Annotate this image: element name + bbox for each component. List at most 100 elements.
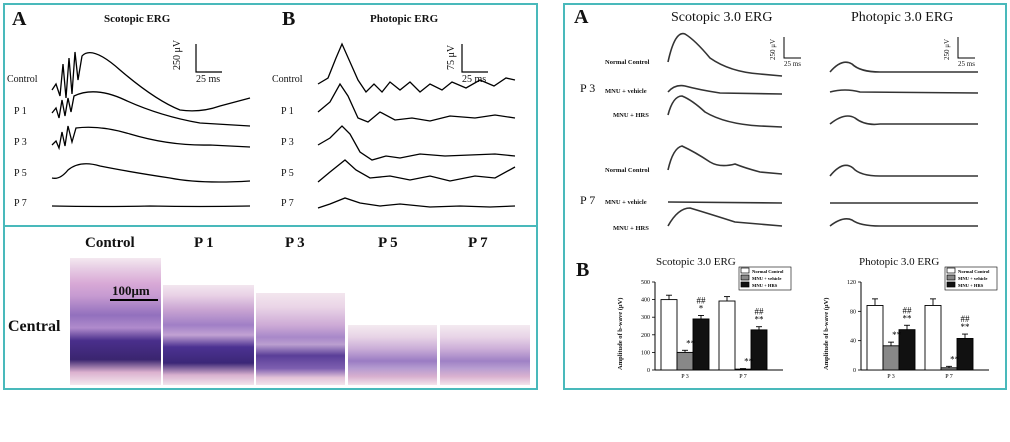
left-a-scale-t: 25 ms <box>196 74 221 85</box>
right-a-scale-t-2: 25 ms <box>958 60 975 68</box>
left-b-scale-bar <box>461 44 488 73</box>
chart2-legend-label: MNU + HRS <box>958 283 984 288</box>
chart2-bar <box>924 305 942 371</box>
group-label-p7: P 7 <box>580 193 596 207</box>
trace-scotopic-p7 <box>51 205 251 208</box>
rt-sco-p3-hrs <box>667 95 783 128</box>
chart2-significance: ** <box>903 313 913 323</box>
chart2-bar <box>956 338 974 371</box>
histo-col-p5: P 5 <box>378 235 398 251</box>
chart1-bar <box>660 299 678 371</box>
histo-scale-bar <box>110 299 158 301</box>
histo-col-control: Control <box>85 235 135 251</box>
trace-label-p3-hrs: MNU + HRS <box>613 112 649 119</box>
histo-image-p7 <box>440 325 530 385</box>
chart1-ylabel: Amplitude of b-wave (μV) <box>617 297 624 370</box>
chart2-bar <box>882 345 900 371</box>
chart2-legend-swatch <box>946 281 956 288</box>
chart1-significance: ** <box>686 338 696 348</box>
chart1-bar <box>718 300 736 371</box>
trace-photopic-control <box>317 42 516 94</box>
chart1-significance: * <box>699 303 704 313</box>
chart2-ytick-label: 80 <box>850 309 856 315</box>
trace-label-p7-control: Normal Control <box>605 167 650 174</box>
left-b-row-p5: P 5 <box>281 168 294 179</box>
chart2-legend-label: MNU + vehicle <box>958 276 987 281</box>
histo-image-p3 <box>256 293 345 385</box>
histo-image-p5 <box>348 325 437 385</box>
left-b-row-control: Control <box>272 74 303 85</box>
histo-col-p1: P 1 <box>194 235 214 251</box>
right-panel-b-letter: B <box>576 259 590 281</box>
chart2-legend-box <box>944 266 998 291</box>
chart1-legend-swatch <box>740 267 750 274</box>
chart1-ytick-label: 400 <box>641 298 650 304</box>
chart1-ytick-label: 200 <box>641 333 650 339</box>
left-figure-bottom-frame <box>3 225 538 390</box>
trace-label-p7-vehicle: MNU + vehicle <box>605 199 647 206</box>
trace-photopic-p7 <box>317 197 516 209</box>
trace-label-p7-hrs: MNU + HRS <box>613 225 649 232</box>
histo-image-p1 <box>163 285 254 385</box>
chart1-bar <box>750 329 768 371</box>
chart2-legend-swatch <box>946 274 956 281</box>
chart2-ylabel: Amplitude of b-wave (μV) <box>823 297 830 370</box>
right-figure-frame <box>563 3 1007 390</box>
right-panel-a-letter: A <box>574 6 589 28</box>
chart1-ytick-label: 0 <box>647 368 650 374</box>
right-a-scale-bar-2 <box>957 37 975 59</box>
histo-scale-label: 100μm <box>112 283 150 298</box>
chart2-ytick-label: 0 <box>853 368 856 374</box>
histo-row-central: Central <box>8 318 61 335</box>
trace-label-p3-vehicle: MNU + vehicle <box>605 88 647 95</box>
rt-pho-p3-hrs <box>829 115 978 126</box>
chart2-bar <box>866 305 884 371</box>
left-a-row-p7: P 7 <box>14 198 27 209</box>
rt-pho-p3-control <box>829 61 978 73</box>
chart1-significance: ## <box>697 295 707 305</box>
chart1-ytick-label: 300 <box>641 315 650 321</box>
left-a-row-p1: P 1 <box>14 106 27 117</box>
histo-image-control <box>70 258 161 385</box>
left-scotopic-traces <box>51 42 516 209</box>
chart1-bar <box>692 318 710 371</box>
left-panel-a-letter: A <box>12 8 27 30</box>
trace-scotopic-control <box>51 51 251 112</box>
rt-sco-p7-control <box>667 145 783 175</box>
left-a-row-p5: P 5 <box>14 168 27 179</box>
rt-pho-p7-control <box>829 164 978 177</box>
chart2-legend-label: Normal Control <box>958 269 990 274</box>
chart2-xtick-label: P 3 <box>887 374 895 380</box>
chart2-title: Photopic 3.0 ERG <box>859 256 940 268</box>
left-b-row-p1: P 1 <box>281 106 294 117</box>
chart2-significance: ** <box>892 330 902 340</box>
chart1-bar <box>734 368 752 371</box>
left-a-scale-bar <box>195 44 222 73</box>
trace-photopic-p1 <box>317 82 516 123</box>
right-photopic-title: Photopic 3.0 ERG <box>851 10 954 25</box>
left-panel-a-title: Scotopic ERG <box>104 13 171 25</box>
rt-pho-p3-vehicle <box>829 89 979 94</box>
chart2-ytick-label: 120 <box>847 280 856 286</box>
trace-scotopic-p5 <box>51 163 251 183</box>
left-b-row-p7: P 7 <box>281 198 294 209</box>
chart1-legend-label: MNU + vehicle <box>752 276 781 281</box>
chart1-legend-label: MNU + HRS <box>752 283 778 288</box>
left-b-row-p3: P 3 <box>281 137 294 148</box>
chart1-legend-box <box>738 266 792 291</box>
right-erg-traces <box>667 32 979 227</box>
group-label-p3: P 3 <box>580 81 596 95</box>
chart2-legend-swatch <box>946 267 956 274</box>
histo-col-p7: P 7 <box>468 235 488 251</box>
chart2-ytick-label: 40 <box>850 339 856 345</box>
chart1-ytick-label: 100 <box>641 350 650 356</box>
chart1-xtick-label: P 7 <box>739 374 747 380</box>
left-b-scale-t: 25 ms <box>462 74 487 85</box>
chart1-significance: ** <box>755 315 765 325</box>
chart1-legend-swatch <box>740 274 750 281</box>
trace-scotopic-p1 <box>51 91 251 127</box>
trace-scotopic-p3 <box>51 125 251 151</box>
rt-sco-p3-control <box>667 32 783 77</box>
right-a-scale-bar-1 <box>783 37 801 59</box>
